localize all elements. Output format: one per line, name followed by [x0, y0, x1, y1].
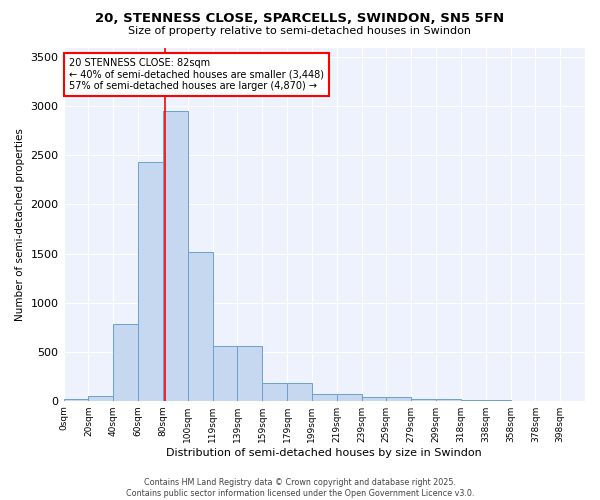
Y-axis label: Number of semi-detached properties: Number of semi-detached properties	[15, 128, 25, 320]
Bar	[188, 252, 212, 400]
Bar	[312, 394, 337, 400]
Bar	[287, 382, 312, 400]
Bar	[212, 346, 238, 401]
Text: 20, STENNESS CLOSE, SPARCELLS, SWINDON, SN5 5FN: 20, STENNESS CLOSE, SPARCELLS, SWINDON, …	[95, 12, 505, 26]
Bar	[262, 382, 287, 400]
Bar	[64, 398, 88, 400]
Text: Contains HM Land Registry data © Crown copyright and database right 2025.
Contai: Contains HM Land Registry data © Crown c…	[126, 478, 474, 498]
Bar	[138, 162, 163, 400]
Bar	[113, 324, 138, 400]
Text: 20 STENNESS CLOSE: 82sqm
← 40% of semi-detached houses are smaller (3,448)
57% o: 20 STENNESS CLOSE: 82sqm ← 40% of semi-d…	[69, 58, 324, 92]
Bar	[337, 394, 362, 400]
X-axis label: Distribution of semi-detached houses by size in Swindon: Distribution of semi-detached houses by …	[166, 448, 482, 458]
Bar	[362, 397, 386, 400]
Bar	[238, 346, 262, 401]
Bar	[436, 398, 461, 400]
Text: Size of property relative to semi-detached houses in Swindon: Size of property relative to semi-detach…	[128, 26, 472, 36]
Bar	[386, 397, 411, 400]
Bar	[88, 396, 113, 400]
Bar	[411, 398, 436, 400]
Bar	[163, 112, 188, 401]
